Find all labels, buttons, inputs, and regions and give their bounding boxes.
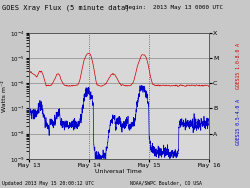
Text: GOES15 0.5-4.0 A: GOES15 0.5-4.0 A <box>236 99 241 145</box>
Text: GOES Xray Flux (5 minute data): GOES Xray Flux (5 minute data) <box>2 5 130 11</box>
Text: Begin:  2013 May 13 0000 UTC: Begin: 2013 May 13 0000 UTC <box>125 5 223 10</box>
X-axis label: Universal Time: Universal Time <box>96 169 142 174</box>
Text: Updated 2013 May 15 20:00:12 UTC: Updated 2013 May 15 20:00:12 UTC <box>2 181 94 186</box>
Y-axis label: Watts m⁻²: Watts m⁻² <box>2 80 7 112</box>
Text: NOAA/SWPC Boulder, CO USA: NOAA/SWPC Boulder, CO USA <box>130 181 202 186</box>
Text: GOES15 1.0-8.0 A: GOES15 1.0-8.0 A <box>236 43 241 89</box>
